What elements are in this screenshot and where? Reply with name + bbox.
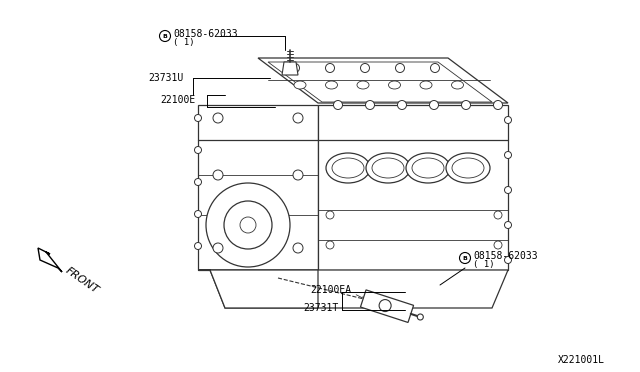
Circle shape [333,100,342,109]
Circle shape [195,179,202,186]
Circle shape [213,113,223,123]
Circle shape [326,64,335,73]
Ellipse shape [366,153,410,183]
Text: 23731U: 23731U [148,73,183,83]
Text: ( 1): ( 1) [173,38,195,48]
Text: B: B [463,256,467,260]
Circle shape [504,221,511,228]
Circle shape [240,217,256,233]
Ellipse shape [388,81,401,89]
Polygon shape [318,105,508,270]
Circle shape [493,100,502,109]
Polygon shape [210,270,508,308]
Circle shape [365,100,374,109]
Circle shape [326,241,334,249]
Text: 23731T: 23731T [303,303,339,313]
Circle shape [213,243,223,253]
Circle shape [504,257,511,263]
Circle shape [195,115,202,122]
Ellipse shape [326,81,337,89]
Text: 08158-62033: 08158-62033 [473,251,538,261]
Polygon shape [198,270,318,308]
Circle shape [293,243,303,253]
Polygon shape [282,62,298,75]
Circle shape [504,151,511,158]
Circle shape [431,64,440,73]
Circle shape [396,64,404,73]
Circle shape [429,100,438,109]
Ellipse shape [326,153,370,183]
Circle shape [379,299,391,312]
Ellipse shape [446,153,490,183]
Circle shape [360,64,369,73]
Polygon shape [198,105,318,270]
Circle shape [461,100,470,109]
Circle shape [224,201,272,249]
Circle shape [326,211,334,219]
Polygon shape [38,248,62,272]
Ellipse shape [406,153,450,183]
Circle shape [494,211,502,219]
Circle shape [494,241,502,249]
Circle shape [397,100,406,109]
Circle shape [195,211,202,218]
Circle shape [195,147,202,154]
Circle shape [460,253,470,263]
Text: 22100E: 22100E [160,95,195,105]
Circle shape [293,170,303,180]
Circle shape [159,31,170,42]
Polygon shape [360,290,413,323]
Circle shape [195,243,202,250]
Circle shape [293,113,303,123]
Text: B: B [163,33,168,38]
Ellipse shape [452,158,484,178]
Ellipse shape [412,158,444,178]
Text: 08158-62033: 08158-62033 [173,29,237,39]
Circle shape [206,183,290,267]
Ellipse shape [420,81,432,89]
Ellipse shape [372,158,404,178]
Ellipse shape [294,81,306,89]
Circle shape [213,170,223,180]
Circle shape [504,116,511,124]
Ellipse shape [332,158,364,178]
Ellipse shape [451,81,463,89]
Circle shape [504,186,511,193]
Text: X221001L: X221001L [558,355,605,365]
Text: ( 1): ( 1) [473,260,495,269]
Text: 22100EA: 22100EA [310,285,351,295]
Circle shape [291,64,300,73]
Polygon shape [258,58,508,103]
Polygon shape [268,62,492,102]
Text: FRONT: FRONT [64,265,101,295]
Circle shape [417,314,423,320]
Ellipse shape [357,81,369,89]
